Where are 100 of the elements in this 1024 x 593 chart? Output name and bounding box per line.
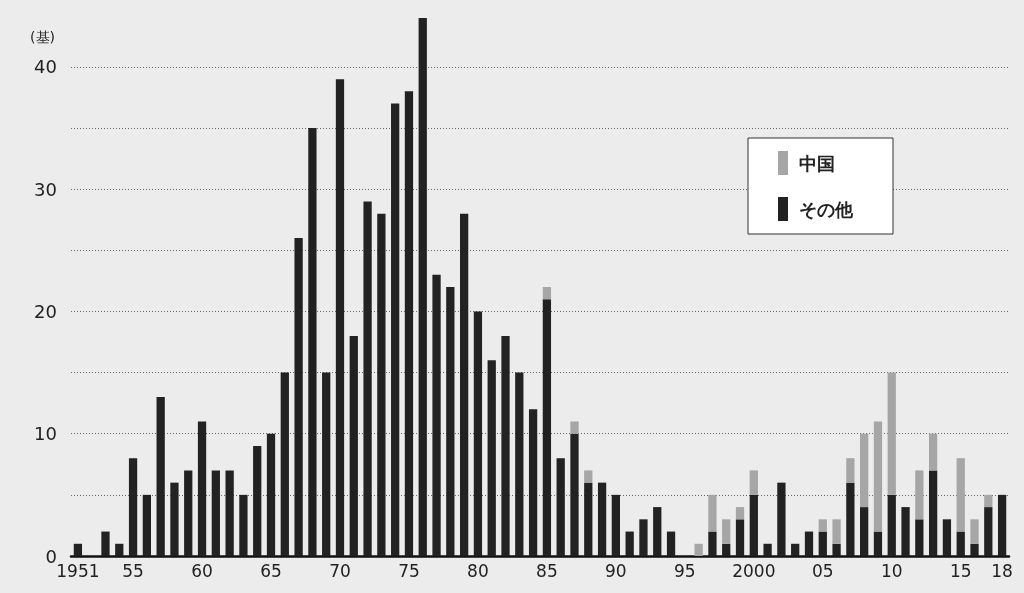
x-tick-label: 90 [605, 560, 627, 581]
x-tick-label: 05 [811, 560, 834, 581]
y-tick-label: 40 [34, 56, 57, 78]
bar [542, 287, 552, 300]
bar [115, 543, 124, 556]
bar [156, 397, 165, 556]
bar [860, 433, 869, 508]
x-tick-label: 2000 [732, 560, 776, 581]
bar [818, 519, 827, 532]
legend-label: その他 [799, 198, 854, 220]
bar [956, 531, 965, 556]
x-tick-label: 85 [536, 560, 558, 581]
bar [391, 103, 400, 556]
bar [473, 311, 483, 556]
bar [101, 531, 110, 556]
y-tick-label: 0 [45, 545, 57, 567]
bar [253, 445, 262, 556]
bar [308, 128, 317, 556]
bar [184, 470, 193, 556]
bar [225, 470, 234, 556]
bar [349, 335, 358, 556]
bar [597, 482, 607, 556]
bar [570, 421, 579, 434]
bar [832, 543, 841, 556]
bar [915, 470, 924, 520]
bar [404, 91, 414, 556]
x-tick-label: 95 [674, 560, 696, 581]
bar [501, 335, 510, 556]
bar [128, 458, 138, 556]
bar [928, 470, 938, 556]
bar [832, 519, 841, 544]
bar [666, 531, 676, 556]
bar [322, 372, 331, 556]
bar [997, 494, 1007, 556]
y-tick-label: 20 [34, 300, 57, 322]
bar [335, 79, 345, 556]
legend-label: 中国 [799, 152, 835, 174]
bar [722, 543, 731, 556]
bar [584, 482, 593, 556]
bar [984, 507, 993, 556]
x-tick-label: 10 [880, 560, 903, 581]
bar [653, 507, 662, 556]
bar [749, 470, 758, 495]
bar [73, 543, 83, 556]
bar [901, 507, 910, 556]
x-tick-label: 1951 [56, 560, 100, 581]
bar [556, 458, 565, 556]
x-tick-label: 70 [329, 560, 351, 581]
x-tick-label: 55 [122, 560, 144, 581]
bar [611, 494, 621, 556]
x-tick-label: 18 [991, 560, 1013, 581]
bar [956, 458, 965, 532]
bar [142, 494, 152, 556]
bar [432, 274, 441, 556]
bar [363, 201, 372, 556]
bar [846, 482, 855, 556]
bar [528, 409, 538, 556]
bar [418, 18, 427, 556]
bar [694, 543, 703, 556]
y-tick-label: 30 [34, 178, 57, 200]
bar [818, 531, 827, 556]
bar [970, 543, 979, 556]
bar [639, 519, 648, 556]
bar [170, 482, 179, 556]
bar [266, 433, 276, 556]
bar [239, 494, 248, 556]
bar [735, 519, 745, 556]
bar [804, 531, 814, 556]
bar [777, 482, 786, 556]
bar [459, 213, 469, 556]
bar [584, 470, 593, 483]
bar [280, 372, 289, 556]
bar [887, 494, 896, 556]
bar [625, 531, 634, 556]
bar [722, 519, 731, 544]
bar [984, 494, 993, 508]
bar [846, 458, 855, 483]
y-axis-title: (基) [30, 29, 55, 45]
bar [791, 543, 800, 556]
x-tick-label: 75 [398, 560, 420, 581]
bar [928, 433, 938, 471]
bar [446, 287, 455, 556]
bar [915, 519, 924, 556]
bar [515, 372, 524, 556]
bar [211, 470, 220, 556]
bar [860, 507, 869, 556]
bar [487, 360, 496, 556]
bar [763, 543, 772, 556]
bar [708, 494, 717, 532]
bar [942, 519, 952, 556]
bar [735, 507, 745, 520]
bar [197, 421, 207, 556]
bar [749, 494, 758, 556]
bar [873, 421, 883, 532]
bar [570, 433, 579, 556]
bar [970, 519, 979, 544]
bar [708, 531, 717, 556]
x-tick-label: 80 [467, 560, 489, 581]
bar [377, 213, 386, 556]
x-tick-label: 60 [191, 560, 213, 581]
